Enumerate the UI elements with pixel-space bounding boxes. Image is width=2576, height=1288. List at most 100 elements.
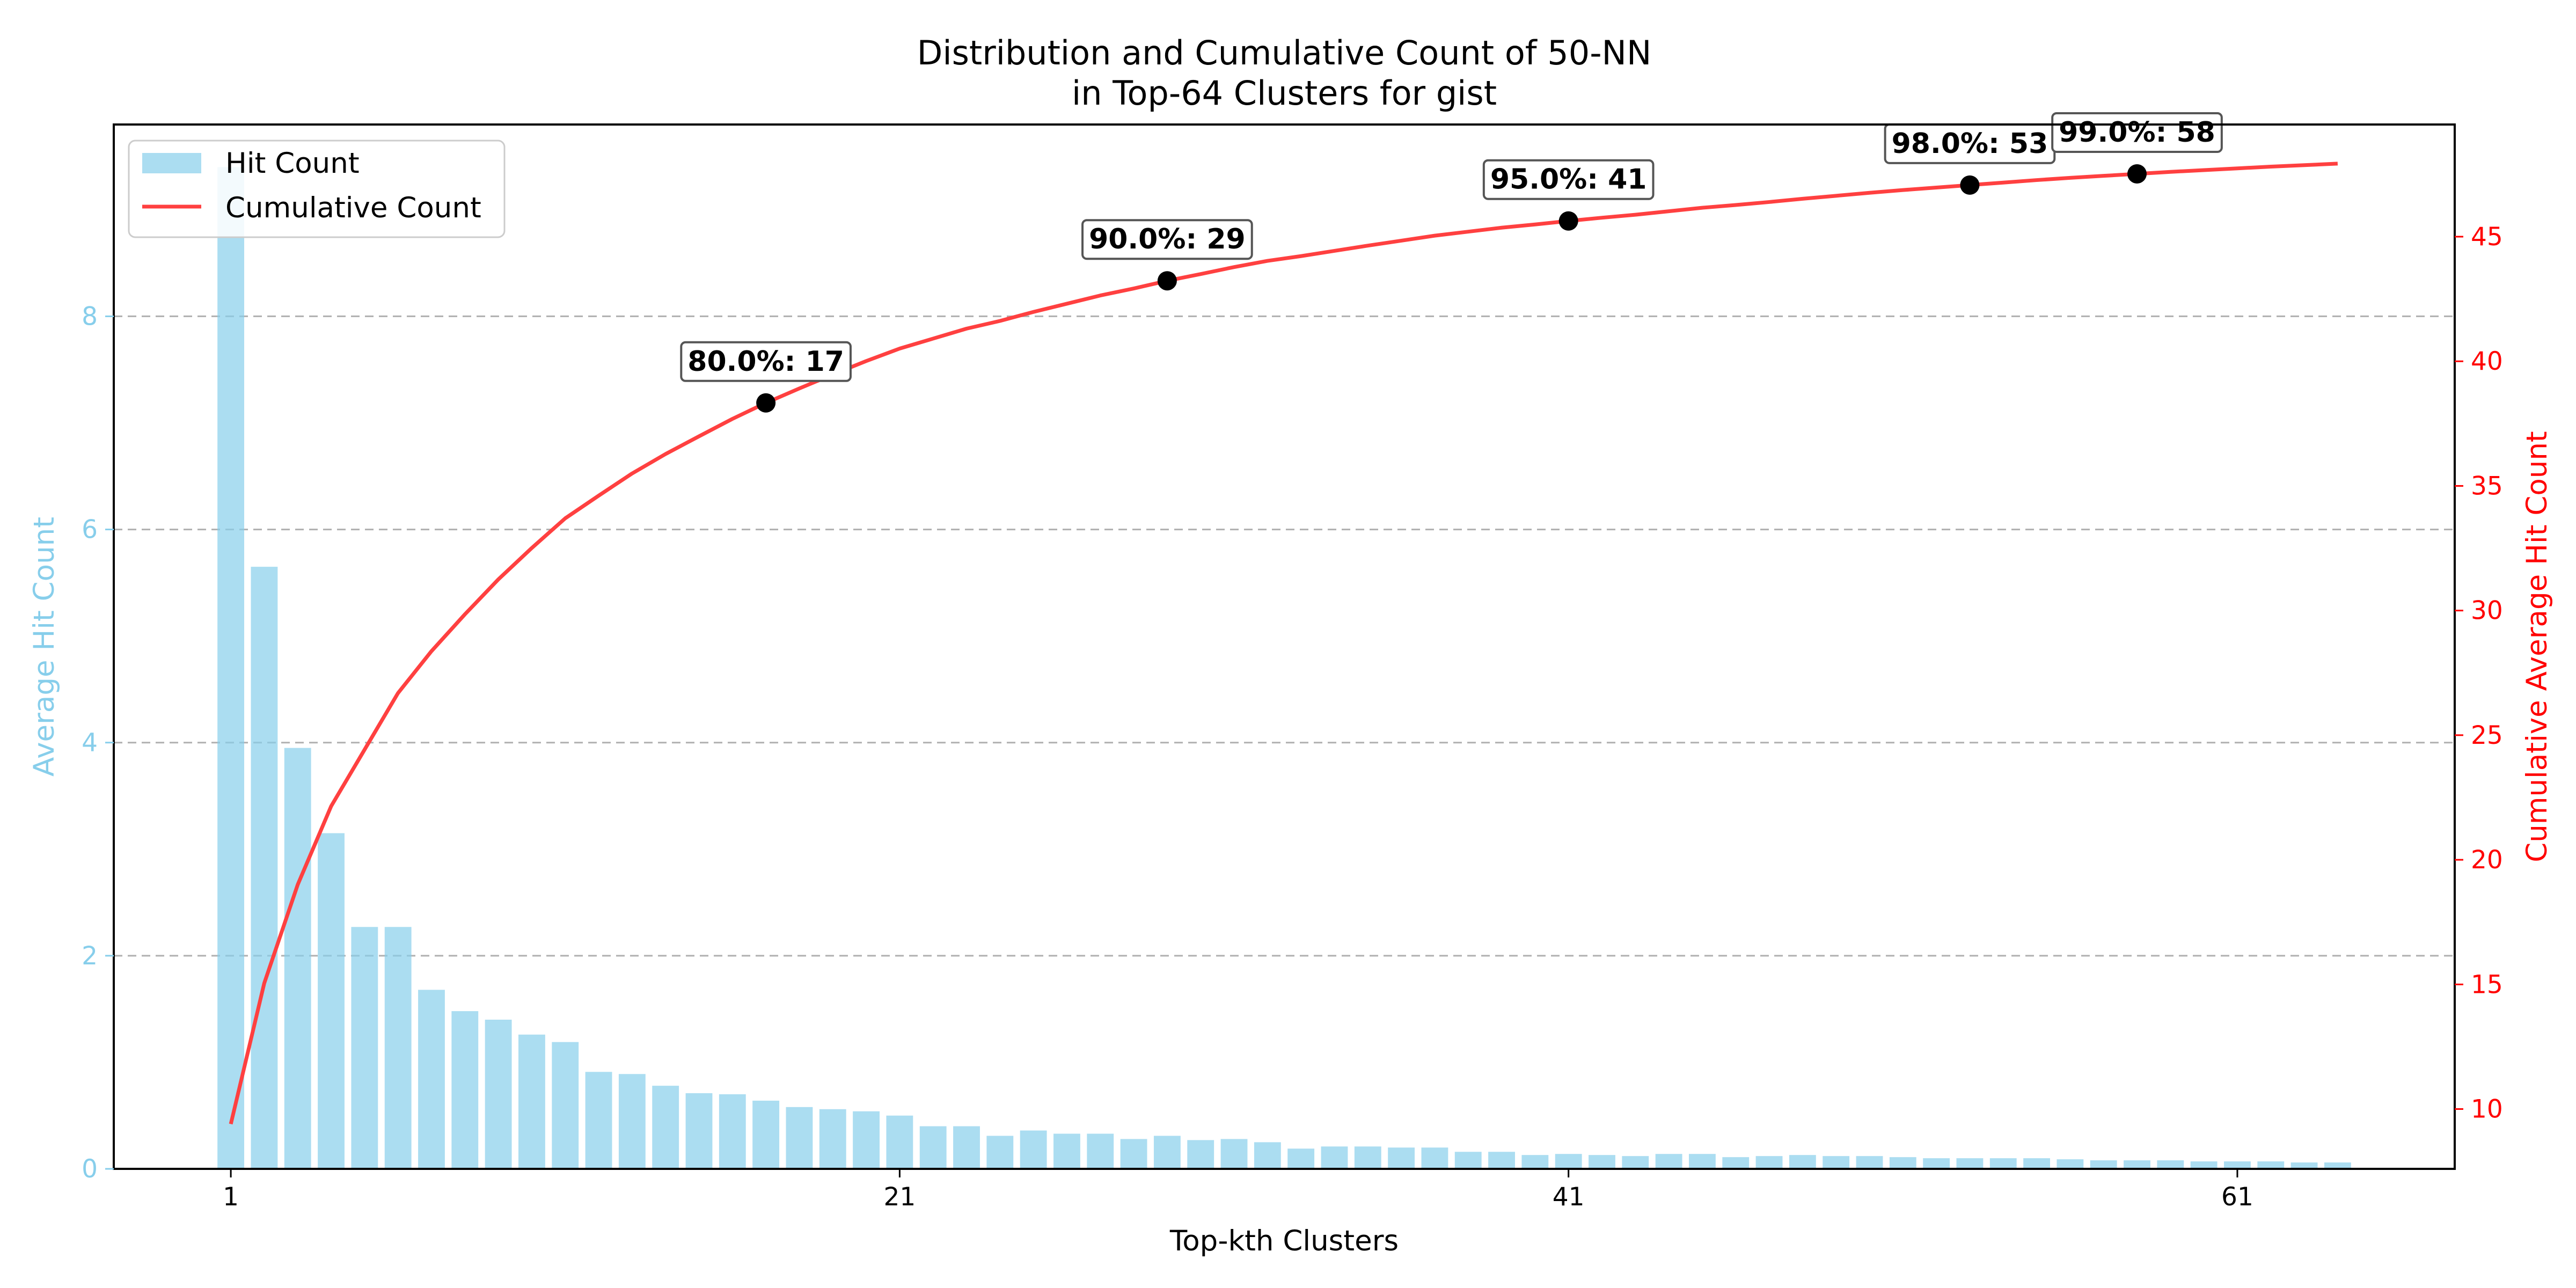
bar bbox=[1287, 1148, 1315, 1169]
bar bbox=[685, 1093, 713, 1169]
x-tick-label: 61 bbox=[2221, 1182, 2253, 1212]
bar bbox=[2057, 1159, 2084, 1169]
annotation-box bbox=[2051, 112, 2223, 153]
bar bbox=[585, 1072, 612, 1169]
annotation-label: 98.0%: 53 bbox=[1884, 123, 2056, 164]
right-tick-label: 10 bbox=[2471, 1095, 2503, 1124]
left-y-axis-label: Average Hit Count bbox=[28, 517, 61, 777]
left-tick-label: 0 bbox=[82, 1154, 98, 1184]
plot-frame bbox=[113, 123, 2456, 1170]
bar bbox=[1622, 1156, 1649, 1169]
bar bbox=[2090, 1160, 2117, 1169]
right-y-axis-label: Cumulative Average Hit Count bbox=[2521, 431, 2553, 862]
bar bbox=[1187, 1140, 1214, 1169]
cumulative-line-series bbox=[229, 162, 2338, 1125]
threshold-marker bbox=[1558, 211, 1578, 231]
right-tick-label: 20 bbox=[2471, 845, 2503, 875]
right-tick-label: 15 bbox=[2471, 970, 2503, 999]
bar bbox=[1321, 1146, 1348, 1169]
x-tick-label: 21 bbox=[883, 1182, 916, 1212]
bar bbox=[652, 1086, 679, 1169]
right-tick-label: 45 bbox=[2471, 222, 2503, 252]
right-tick-label: 40 bbox=[2471, 347, 2503, 376]
bar bbox=[618, 1074, 646, 1169]
threshold-marker bbox=[756, 393, 776, 413]
bar bbox=[2257, 1161, 2285, 1169]
bar bbox=[719, 1094, 746, 1169]
right-tick-label: 25 bbox=[2471, 721, 2503, 750]
bar bbox=[485, 1020, 512, 1169]
bar bbox=[418, 990, 445, 1169]
bar bbox=[1421, 1147, 1448, 1169]
threshold-marker bbox=[2127, 164, 2147, 184]
bar bbox=[1053, 1133, 1080, 1169]
bar bbox=[1689, 1154, 1716, 1169]
bar bbox=[2157, 1160, 2184, 1169]
legend: Hit Count Cumulative Count bbox=[128, 140, 506, 238]
bar bbox=[1153, 1136, 1181, 1169]
bar bbox=[1254, 1142, 1281, 1169]
bar bbox=[1989, 1158, 2017, 1169]
bar bbox=[518, 1034, 545, 1169]
bar bbox=[1220, 1139, 1248, 1169]
bar bbox=[919, 1126, 947, 1169]
bar bbox=[1589, 1155, 1615, 1169]
annotation-label: 99.0%: 58 bbox=[2051, 112, 2223, 153]
annotation-text: 98.0%: 53 bbox=[1892, 128, 2048, 160]
bar bbox=[2224, 1161, 2251, 1169]
bar bbox=[2124, 1160, 2150, 1169]
bar bbox=[1655, 1154, 1682, 1169]
threshold-marker bbox=[1157, 271, 1177, 291]
cumulative-line bbox=[229, 162, 2338, 1125]
bar bbox=[217, 167, 245, 1169]
bar bbox=[1823, 1156, 1850, 1169]
x-tick-label: 1 bbox=[223, 1182, 239, 1212]
bar bbox=[1354, 1146, 1381, 1169]
bar bbox=[1454, 1152, 1482, 1169]
threshold-marker bbox=[1960, 175, 1980, 195]
bar bbox=[2324, 1162, 2351, 1169]
x-tick-label: 41 bbox=[1553, 1182, 1585, 1212]
bar bbox=[1521, 1155, 1549, 1169]
bar bbox=[2190, 1161, 2218, 1169]
left-tick-label: 8 bbox=[82, 302, 98, 331]
bar bbox=[1020, 1130, 1047, 1169]
bar bbox=[552, 1042, 579, 1169]
bar bbox=[752, 1100, 780, 1169]
annotation-label: 95.0%: 41 bbox=[1482, 159, 1655, 200]
x-axis-ticks: 1 21 41 61 bbox=[223, 1169, 2253, 1212]
legend-label-hit-count: Hit Count bbox=[225, 147, 360, 180]
bar bbox=[384, 927, 412, 1169]
bar bbox=[1789, 1155, 1816, 1169]
bar bbox=[1856, 1156, 1883, 1169]
bar bbox=[1722, 1157, 1750, 1169]
right-tick-label: 30 bbox=[2471, 596, 2503, 626]
annotation-box bbox=[1482, 159, 1655, 200]
bar bbox=[886, 1115, 913, 1169]
bar bbox=[251, 567, 278, 1169]
left-tick-label: 6 bbox=[82, 515, 98, 545]
bar bbox=[1555, 1154, 1582, 1169]
annotation-box bbox=[1081, 219, 1253, 260]
bar bbox=[1923, 1158, 1950, 1169]
annotation-box bbox=[680, 341, 852, 382]
annotation-label: 80.0%: 17 bbox=[680, 341, 852, 382]
left-tick-label: 2 bbox=[82, 941, 98, 971]
bar bbox=[1388, 1147, 1415, 1169]
bar bbox=[1755, 1156, 1783, 1169]
bar bbox=[2023, 1158, 2050, 1169]
annotation-label: 90.0%: 29 bbox=[1081, 219, 1253, 260]
legend-swatch-hit-count bbox=[142, 153, 201, 173]
bar bbox=[953, 1126, 980, 1169]
left-axis-ticks: 0 2 4 6 8 bbox=[82, 302, 114, 1184]
bar bbox=[451, 1011, 479, 1169]
bar bbox=[1956, 1158, 1984, 1169]
legend-label-cumulative-count: Cumulative Count bbox=[225, 192, 481, 224]
x-axis-label: Top-kth Clusters bbox=[1169, 1225, 1399, 1257]
annotation-text: 90.0%: 29 bbox=[1089, 223, 1246, 255]
chart-title-line-1: Distribution and Cumulative Count of 50-… bbox=[917, 33, 1652, 72]
bar bbox=[1488, 1152, 1515, 1169]
bar bbox=[986, 1136, 1014, 1169]
annotations: 80.0%: 17 90.0%: 29 95.0%: 41 98.0%: 53 99.0… bbox=[680, 112, 2223, 413]
